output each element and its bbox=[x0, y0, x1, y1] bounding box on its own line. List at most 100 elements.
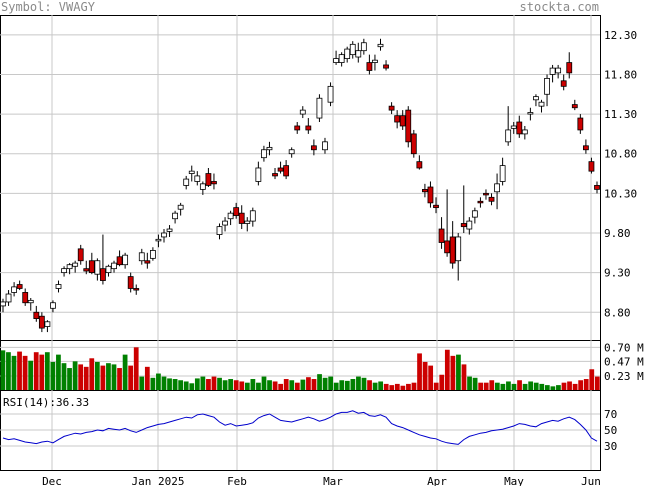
candle-body bbox=[549, 67, 556, 75]
rsi-tick-label: 50 bbox=[604, 424, 617, 437]
candle-body bbox=[582, 145, 589, 151]
volume-bar bbox=[150, 377, 156, 390]
candle-body bbox=[133, 288, 140, 291]
candle-body bbox=[249, 210, 256, 222]
volume-bar bbox=[400, 385, 406, 390]
rsi-line bbox=[2, 410, 598, 445]
candle-body bbox=[399, 115, 406, 127]
volume-bar bbox=[133, 347, 139, 390]
volume-bar bbox=[17, 351, 22, 390]
candle-body bbox=[122, 254, 129, 266]
symbol-label: Symbol: VWAGY bbox=[1, 0, 95, 14]
candle-body bbox=[166, 228, 173, 232]
volume-bar bbox=[0, 350, 6, 390]
candle-body bbox=[194, 175, 201, 182]
candle-body bbox=[183, 178, 190, 186]
volume-bar bbox=[228, 379, 234, 390]
rsi-label-text: RSI(14): bbox=[3, 396, 56, 409]
candle-body bbox=[555, 67, 562, 74]
candle-body bbox=[466, 220, 473, 230]
volume-bar bbox=[472, 377, 478, 390]
volume-bar bbox=[506, 381, 511, 390]
volume-bar bbox=[544, 385, 550, 390]
volume-bar bbox=[283, 379, 289, 390]
volume-bar bbox=[483, 382, 489, 390]
candle-body bbox=[283, 165, 290, 177]
volume-bar bbox=[22, 355, 28, 390]
volume-bars bbox=[0, 347, 600, 390]
candle-body bbox=[5, 293, 12, 303]
candle-body bbox=[161, 232, 167, 238]
volume-bar bbox=[161, 376, 167, 390]
price-tick-label: 10.80 bbox=[604, 148, 637, 161]
volume-bar bbox=[200, 376, 206, 390]
volume-bar bbox=[28, 360, 34, 390]
candle-body bbox=[327, 85, 334, 103]
volume-bar bbox=[444, 349, 450, 390]
volume-bar bbox=[94, 361, 100, 390]
candle-body bbox=[205, 173, 212, 186]
candle-body bbox=[105, 265, 112, 274]
candle-body bbox=[244, 220, 251, 224]
candle-body bbox=[199, 183, 206, 190]
candle-body bbox=[216, 226, 223, 235]
price-candles bbox=[0, 38, 600, 333]
volume-bar bbox=[433, 382, 439, 390]
candle-body bbox=[305, 125, 312, 131]
candle-body bbox=[33, 311, 40, 319]
volume-bar bbox=[100, 365, 106, 390]
candle-body bbox=[261, 149, 267, 159]
volume-bar bbox=[289, 380, 295, 390]
candle-body bbox=[138, 252, 145, 262]
candle-body bbox=[322, 141, 328, 151]
volume-bar bbox=[72, 361, 78, 390]
volume-bar bbox=[422, 361, 428, 390]
candle-body bbox=[355, 50, 362, 58]
candle-body bbox=[177, 204, 184, 210]
candle-body bbox=[449, 236, 456, 264]
volume-bar bbox=[378, 381, 384, 390]
candle-body bbox=[422, 188, 428, 193]
rsi-tick-label: 30 bbox=[604, 440, 617, 453]
candle-body bbox=[383, 64, 389, 69]
candle-body bbox=[377, 43, 384, 48]
volume-bar bbox=[139, 376, 145, 390]
candle-body bbox=[288, 149, 295, 155]
candle-body bbox=[410, 133, 417, 155]
price-tick-label: 9.80 bbox=[604, 227, 631, 240]
volume-bar bbox=[306, 377, 311, 390]
candle-body bbox=[594, 185, 600, 190]
panel-frame bbox=[0, 15, 601, 341]
volume-bar bbox=[561, 382, 567, 390]
volume-bar bbox=[550, 386, 556, 390]
volume-bar bbox=[589, 369, 595, 390]
candle-body bbox=[227, 212, 234, 220]
volume-bar bbox=[106, 363, 111, 390]
candle-body bbox=[588, 161, 595, 172]
candle-body bbox=[394, 115, 401, 123]
x-tick-label: Feb bbox=[227, 475, 247, 486]
x-tick-label: May bbox=[504, 475, 524, 486]
candle-body bbox=[516, 121, 523, 135]
volume-bar bbox=[311, 379, 317, 390]
price-tick-label: 10.30 bbox=[604, 187, 637, 200]
volume-bar bbox=[300, 379, 306, 390]
candle-body bbox=[0, 301, 6, 307]
candle-body bbox=[16, 284, 23, 289]
volume-bar bbox=[344, 380, 350, 390]
volume-bar bbox=[256, 382, 261, 390]
volume-bar bbox=[211, 376, 217, 390]
candle-body bbox=[521, 129, 528, 135]
volume-bar bbox=[156, 373, 161, 390]
volume-bar bbox=[144, 366, 150, 390]
volume-bar bbox=[361, 377, 367, 390]
volume-bar bbox=[500, 383, 506, 390]
candle-body bbox=[510, 125, 517, 129]
volume-bar bbox=[56, 354, 61, 390]
volume-bar bbox=[456, 354, 461, 390]
volume-bar bbox=[233, 380, 239, 390]
volume-bar bbox=[406, 383, 411, 390]
x-tick-label: Jan 2025 bbox=[132, 475, 185, 486]
volume-bar bbox=[461, 364, 467, 390]
